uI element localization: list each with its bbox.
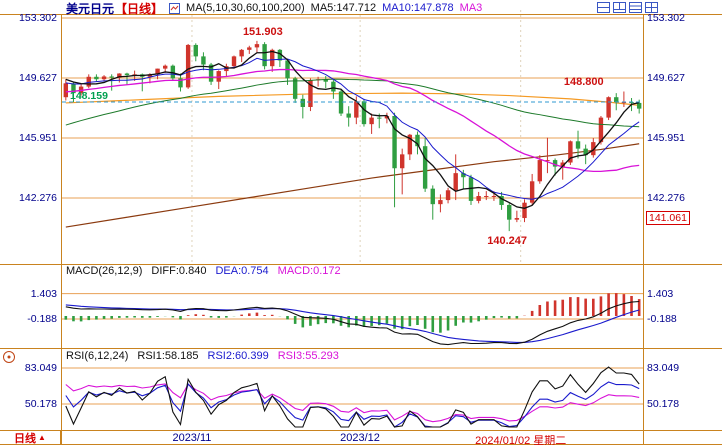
x-axis-date-nov: 2023/11 (172, 432, 212, 444)
ma-settings-label: MA(5,10,30,60,100,200) (186, 2, 305, 14)
y-axis-left-label: 142.276 (19, 192, 57, 204)
y-axis-right-label: 145.951 (647, 132, 685, 144)
x-axis-date-dec: 2023/12 (340, 432, 380, 444)
y-axis-right-label: 142.276 (647, 192, 685, 204)
frame-top-line (0, 14, 722, 15)
main-chart-canvas[interactable] (62, 10, 643, 264)
pane-layout-3-icon[interactable] (629, 2, 642, 13)
macd-axis-right-label: 1.403 (647, 288, 674, 300)
macd-header: MACD(26,12,9) DIFF:0.840 DEA:0.754 MACD:… (66, 265, 341, 277)
rsi3-value: RSI3:55.293 (277, 350, 339, 362)
frame-right-line (643, 14, 644, 445)
ma5-value: MA5:147.712 (310, 2, 377, 14)
pane-layout-4-icon[interactable] (645, 2, 658, 13)
header: 美元日元 【日线】 MA(5,10,30,60,100,200) MA5:147… (66, 1, 483, 16)
reference-price-label: 148.159 (70, 90, 108, 102)
macd-canvas[interactable] (62, 264, 643, 348)
frame-left-line (61, 14, 62, 445)
y-axis-right-label: 153.302 (647, 12, 685, 24)
x-axis-bar: 日线 ▲ 2023/11 2023/12 2024/01/02 星期二 (0, 430, 722, 445)
ma30-value: MA3 (459, 2, 483, 14)
y-axis-left-label: 145.951 (19, 132, 57, 144)
ma10-value: MA10:147.878 (382, 2, 454, 14)
annotation-high: 151.903 (242, 25, 283, 38)
rsi-canvas[interactable] (62, 348, 643, 430)
y-axis-right-label: 149.627 (647, 72, 685, 84)
rsi2-value: RSI2:60.399 (207, 350, 269, 362)
period-selector[interactable]: 日线 ▲ (0, 431, 61, 445)
period-up-arrow-icon: ▲ (38, 433, 46, 442)
ma-settings-icon[interactable] (169, 2, 181, 14)
macd-axis-left-label: 1.403 (30, 288, 57, 300)
y-axis-left-label: 149.627 (19, 72, 57, 84)
period-label: 日线 (14, 432, 37, 445)
annotation-recent-high: 148.800 (563, 76, 604, 89)
rsi-divider-line (0, 348, 722, 349)
macd-diff-value: DIFF:0.840 (151, 265, 207, 277)
y-axis-left-label: 153.302 (19, 12, 57, 24)
rsi-axis-right-label: 83.049 (647, 362, 680, 374)
layout-icon-group (597, 2, 658, 13)
price-marker-box: 141.061 (646, 211, 690, 225)
symbol-title: 美元日元 (66, 1, 115, 16)
x-axis-date-jan: 2024/01/02 星期二 (475, 435, 567, 445)
macd-dea-value: DEA:0.754 (215, 265, 269, 277)
pane-layout-1-icon[interactable] (597, 2, 610, 13)
rsi-axis-left-label: 50.178 (24, 398, 57, 410)
macd-title: MACD(26,12,9) (66, 265, 143, 277)
rsi-title: RSI(6,12,24) (66, 350, 129, 362)
rsi-axis-left-label: 83.049 (24, 362, 57, 374)
pane-layout-2-icon[interactable] (613, 2, 626, 13)
period-tag: 【日线】 (115, 1, 164, 16)
macd-axis-left-label: -0.188 (27, 313, 57, 325)
macd-axis-right-label: -0.188 (647, 313, 677, 325)
annotation-low: 140.247 (487, 235, 527, 248)
rsi-axis-right-label: 50.178 (647, 398, 680, 410)
rsi-panel-icon[interactable] (2, 350, 16, 364)
rsi-header: RSI(6,12,24) RSI1:58.185 RSI2:60.399 RSI… (66, 350, 339, 362)
macd-macd-value: MACD:0.172 (277, 265, 341, 277)
rsi1-value: RSI1:58.185 (137, 350, 199, 362)
macd-divider-line (0, 264, 722, 265)
